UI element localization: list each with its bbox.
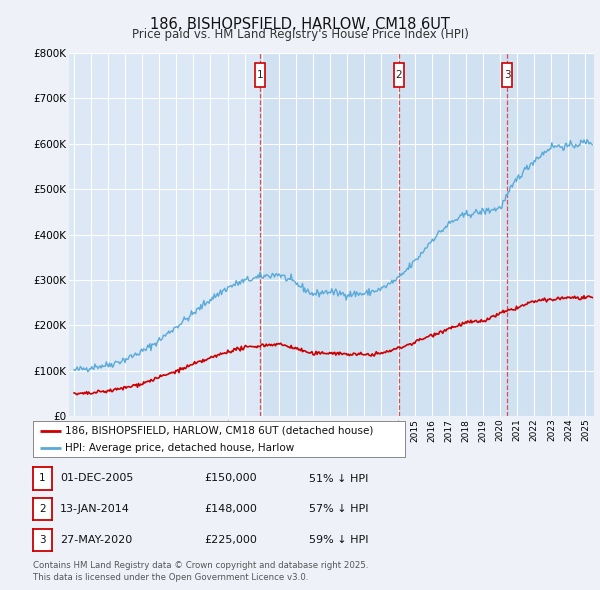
Text: 01-DEC-2005: 01-DEC-2005 [60, 474, 133, 483]
Text: 51% ↓ HPI: 51% ↓ HPI [309, 474, 368, 483]
Text: 57% ↓ HPI: 57% ↓ HPI [309, 504, 368, 514]
Text: 3: 3 [504, 70, 511, 80]
FancyBboxPatch shape [255, 63, 265, 87]
FancyBboxPatch shape [502, 63, 512, 87]
Text: Price paid vs. HM Land Registry's House Price Index (HPI): Price paid vs. HM Land Registry's House … [131, 28, 469, 41]
Text: £150,000: £150,000 [204, 474, 257, 483]
FancyBboxPatch shape [394, 63, 404, 87]
Bar [260, 53, 594, 416]
Text: 1: 1 [257, 70, 263, 80]
Text: HPI: Average price, detached house, Harlow: HPI: Average price, detached house, Harl… [65, 443, 294, 453]
Text: 3: 3 [39, 535, 46, 545]
Text: 13-JAN-2014: 13-JAN-2014 [60, 504, 130, 514]
Text: £148,000: £148,000 [204, 504, 257, 514]
Text: £225,000: £225,000 [204, 535, 257, 545]
Text: 186, BISHOPSFIELD, HARLOW, CM18 6UT: 186, BISHOPSFIELD, HARLOW, CM18 6UT [150, 17, 450, 31]
Text: 1: 1 [39, 474, 46, 483]
Text: Contains HM Land Registry data © Crown copyright and database right 2025.
This d: Contains HM Land Registry data © Crown c… [33, 561, 368, 582]
Text: 27-MAY-2020: 27-MAY-2020 [60, 535, 132, 545]
Text: 2: 2 [39, 504, 46, 514]
Text: 2: 2 [395, 70, 402, 80]
Text: 186, BISHOPSFIELD, HARLOW, CM18 6UT (detached house): 186, BISHOPSFIELD, HARLOW, CM18 6UT (det… [65, 425, 373, 435]
Text: 59% ↓ HPI: 59% ↓ HPI [309, 535, 368, 545]
